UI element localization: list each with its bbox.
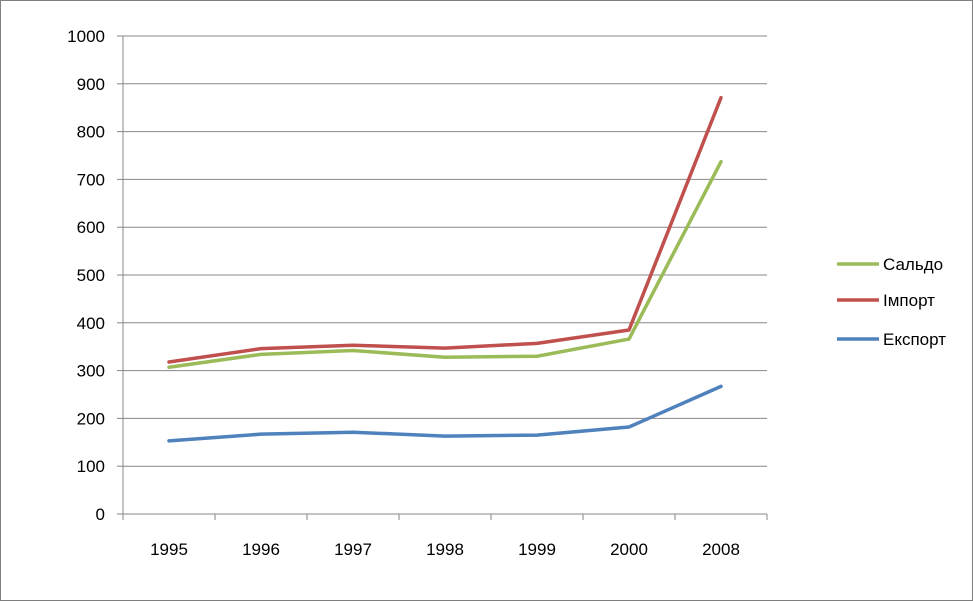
y-tick-label: 200: [77, 409, 105, 428]
y-tick-label: 600: [77, 218, 105, 237]
x-tick-label: 1996: [242, 540, 280, 559]
x-tick-label: 1999: [518, 540, 556, 559]
x-tick-label: 2008: [702, 540, 740, 559]
y-axis-tick-labels: 0 100 200 300 400 500 600 700 800 900 1000: [67, 27, 105, 524]
x-tick-label: 2000: [610, 540, 648, 559]
x-tick-label: 1995: [150, 540, 188, 559]
series-line-0: [167, 159, 723, 370]
legend-label: Експорт: [883, 330, 946, 349]
y-tick-label: 0: [96, 505, 105, 524]
legend: Сальдо Імпорт Експорт: [837, 255, 946, 349]
y-tick-label: 1000: [67, 27, 105, 46]
series-lines: [167, 95, 723, 443]
y-tick-label: 700: [77, 170, 105, 189]
y-tick-label: 500: [77, 266, 105, 285]
x-tick-label: 1998: [426, 540, 464, 559]
x-tick-label: 1997: [334, 540, 372, 559]
series-line-1: [167, 95, 723, 364]
y-tick-label: 300: [77, 362, 105, 381]
y-tick-label: 800: [77, 123, 105, 142]
y-tick-label: 900: [77, 75, 105, 94]
axes: [117, 35, 768, 520]
y-tick-label: 100: [77, 457, 105, 476]
gridlines: [123, 35, 767, 467]
series-line-2: [167, 384, 723, 443]
y-tick-label: 400: [77, 314, 105, 333]
legend-label: Імпорт: [883, 291, 935, 310]
x-axis-tick-labels: 1995 1996 1997 1998 1999 2000 2008: [150, 540, 740, 559]
legend-label: Сальдо: [883, 255, 943, 274]
